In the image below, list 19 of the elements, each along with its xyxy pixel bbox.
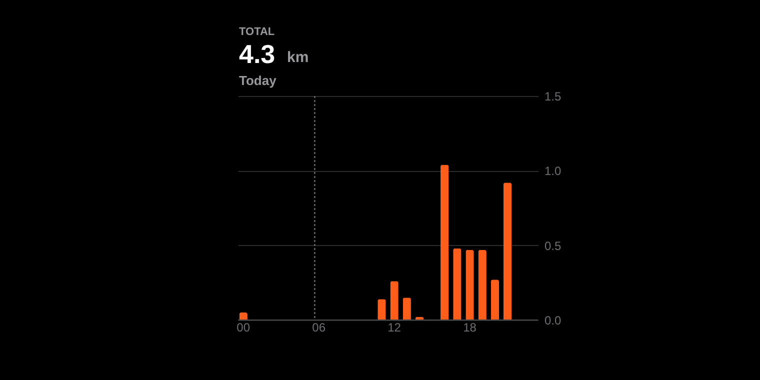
bar (440, 164, 449, 320)
x-tick-label: 18 (463, 320, 477, 334)
y-tick-label: 0.5 (544, 238, 562, 253)
bar (478, 250, 486, 320)
text: km (287, 49, 309, 66)
bar (466, 250, 474, 320)
bar (503, 182, 512, 320)
text: Today (239, 73, 278, 88)
bar (390, 281, 398, 320)
bar (453, 248, 462, 320)
bar (490, 280, 500, 320)
y-tick-label: 1.0 (544, 164, 562, 178)
x-tick-label: 12 (388, 320, 402, 334)
x-tick-label: 06 (312, 320, 326, 334)
x-tick-label: 00 (236, 320, 250, 334)
y-tick-label: 1.5 (544, 90, 562, 104)
y-tick-label: 0.0 (544, 314, 562, 328)
chart-title: TOTAL (239, 26, 275, 38)
text: 4.3 (239, 39, 276, 69)
